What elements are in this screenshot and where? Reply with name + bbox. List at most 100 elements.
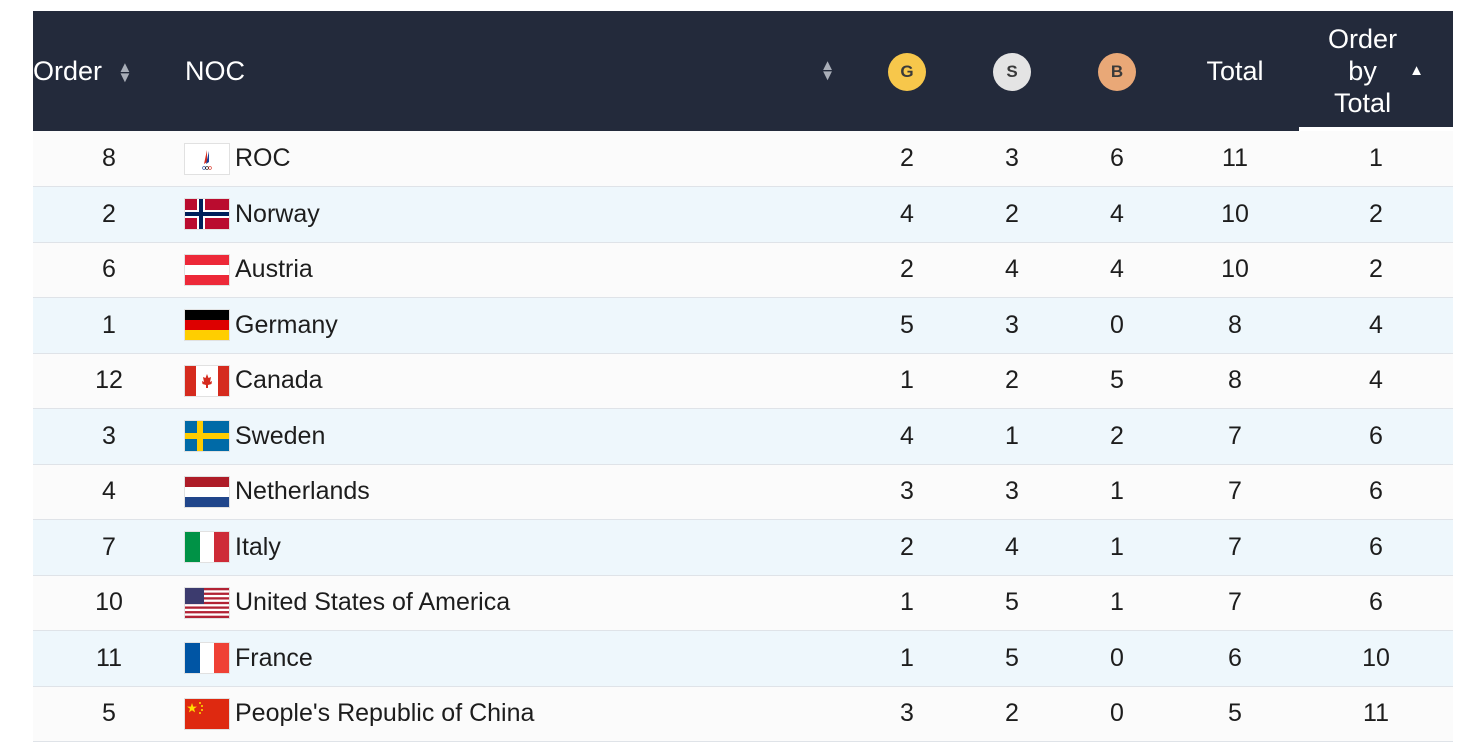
order-by-total-column-header[interactable]: Order by Total ▲ — [1299, 11, 1453, 131]
order-header-label: Order — [33, 56, 103, 86]
bronze-medal-icon: B — [1098, 52, 1136, 91]
gold-count-cell: 3 — [900, 477, 914, 506]
order-by-total-cell: 2 — [1369, 199, 1383, 228]
order-cell: 10 — [95, 588, 123, 617]
table-header-row: Order ▲ ▼ NOC ▲ ▼ G S B Total — [33, 11, 1453, 131]
bronze-count-cell: 0 — [1110, 310, 1124, 339]
noc-cell[interactable]: France — [185, 631, 853, 687]
austria-flag-icon — [185, 254, 229, 285]
table-row[interactable]: 10 United States of America 1 5 1 7 6 — [33, 575, 1453, 631]
gold-count-cell: 1 — [900, 643, 914, 672]
noc-name[interactable]: Italy — [235, 532, 281, 561]
order-by-total-cell: 11 — [1363, 699, 1389, 728]
sort-both-icon[interactable]: ▲ ▼ — [117, 58, 133, 86]
bronze-count-cell: 4 — [1110, 255, 1124, 284]
total-count-cell: 10 — [1221, 255, 1249, 284]
sort-both-icon[interactable]: ▲ ▼ — [820, 57, 835, 84]
noc-cell[interactable]: Germany — [185, 298, 853, 354]
medal-table: Order ▲ ▼ NOC ▲ ▼ G S B Total — [33, 11, 1453, 742]
gold-count-cell: 1 — [900, 366, 914, 395]
silver-count-cell: 3 — [1005, 310, 1019, 339]
silver-medal-icon: S — [993, 52, 1031, 91]
bronze-count-cell: 0 — [1110, 699, 1124, 728]
bronze-count-cell: 0 — [1110, 643, 1124, 672]
silver-column-header[interactable]: S — [961, 11, 1063, 131]
bronze-count-cell: 5 — [1110, 366, 1124, 395]
noc-cell[interactable]: Sweden — [185, 409, 853, 465]
order-column-header[interactable]: Order ▲ ▼ — [33, 11, 185, 131]
noc-cell[interactable]: Italy — [185, 520, 853, 576]
table-row[interactable]: 8 ROC 2 3 6 11 1 — [33, 131, 1453, 187]
noc-cell[interactable]: People's Republic of China — [185, 686, 853, 742]
bronze-count-cell: 1 — [1110, 588, 1124, 617]
germany-flag-icon — [185, 310, 229, 341]
noc-cell[interactable]: Austria — [185, 242, 853, 298]
silver-count-cell: 4 — [1005, 255, 1019, 284]
noc-cell[interactable]: United States of America — [185, 575, 853, 631]
bronze-count-cell: 1 — [1110, 532, 1124, 561]
total-count-cell: 5 — [1228, 699, 1242, 728]
noc-name[interactable]: Austria — [235, 255, 313, 284]
order-cell: 3 — [102, 421, 116, 450]
order-by-total-cell: 6 — [1369, 421, 1383, 450]
table-row[interactable]: 3 Sweden 4 1 2 7 6 — [33, 408, 1453, 465]
order-by-total-cell: 1 — [1369, 144, 1383, 172]
total-count-cell: 7 — [1228, 477, 1242, 506]
roc-flag-icon — [185, 143, 229, 174]
table-row[interactable]: 5 People's Republic of China 3 2 0 5 11 — [33, 686, 1453, 742]
table-row[interactable]: 1 Germany 5 3 0 8 4 — [33, 297, 1453, 354]
noc-name[interactable]: Norway — [235, 199, 320, 228]
noc-name[interactable]: Canada — [235, 366, 323, 395]
order-by-total-cell: 6 — [1369, 477, 1383, 506]
order-cell: 1 — [102, 310, 116, 339]
canada-flag-icon — [185, 365, 229, 396]
total-count-cell: 7 — [1228, 588, 1242, 617]
table-row[interactable]: 12 Canada 1 2 5 8 4 — [33, 353, 1453, 409]
total-count-cell: 10 — [1221, 199, 1249, 228]
noc-name[interactable]: Sweden — [235, 421, 326, 450]
noc-cell[interactable]: ROC — [185, 131, 853, 187]
total-count-cell: 8 — [1228, 310, 1242, 339]
italy-flag-icon — [185, 532, 229, 563]
total-count-cell: 7 — [1228, 532, 1242, 561]
silver-count-cell: 2 — [1005, 699, 1019, 728]
noc-name[interactable]: ROC — [235, 144, 291, 172]
table-row[interactable]: 11 France 1 5 0 6 10 — [33, 630, 1453, 687]
table-row[interactable]: 7 Italy 2 4 1 7 6 — [33, 519, 1453, 576]
bronze-column-header[interactable]: B — [1063, 11, 1171, 131]
noc-name[interactable]: United States of America — [235, 588, 511, 617]
noc-cell[interactable]: Netherlands — [185, 464, 853, 520]
noc-name[interactable]: People's Republic of China — [235, 699, 535, 728]
france-flag-icon — [185, 643, 229, 674]
table-row[interactable]: 4 Netherlands 3 3 1 7 6 — [33, 464, 1453, 520]
sort-ascending-icon[interactable]: ▲ — [1409, 62, 1424, 79]
order-cell: 4 — [102, 477, 116, 506]
total-column-header[interactable]: Total — [1171, 11, 1299, 131]
gold-count-cell: 1 — [900, 588, 914, 617]
table-row[interactable]: 2 Norway 4 2 4 10 2 — [33, 186, 1453, 243]
table-row[interactable]: 6 Austria 2 4 4 10 2 — [33, 242, 1453, 298]
order-by-total-header-label: Order by Total — [1328, 24, 1398, 118]
silver-count-cell: 1 — [1005, 421, 1019, 450]
noc-name[interactable]: Germany — [235, 310, 338, 339]
silver-count-cell: 2 — [1005, 366, 1019, 395]
order-cell: 12 — [95, 366, 123, 395]
silver-count-cell: 2 — [1005, 199, 1019, 228]
gold-count-cell: 2 — [900, 144, 914, 172]
noc-cell[interactable]: Norway — [185, 187, 853, 243]
noc-name[interactable]: Netherlands — [235, 477, 370, 506]
bronze-count-cell: 1 — [1110, 477, 1124, 506]
order-cell: 11 — [96, 643, 122, 672]
gold-column-header[interactable]: G — [853, 11, 961, 131]
order-cell: 2 — [102, 199, 116, 228]
gold-count-cell: 2 — [900, 532, 914, 561]
noc-column-header[interactable]: NOC ▲ ▼ — [185, 11, 853, 131]
order-by-total-cell: 2 — [1369, 255, 1383, 284]
noc-name[interactable]: France — [235, 643, 313, 672]
usa-flag-icon — [185, 587, 229, 618]
table-body: 8 ROC 2 3 6 11 1 2 Norway 4 2 4 10 2 6 — [33, 131, 1453, 742]
order-by-total-cell: 6 — [1369, 532, 1383, 561]
gold-count-cell: 4 — [900, 199, 914, 228]
total-count-cell: 7 — [1228, 421, 1242, 450]
noc-cell[interactable]: Canada — [185, 353, 853, 409]
